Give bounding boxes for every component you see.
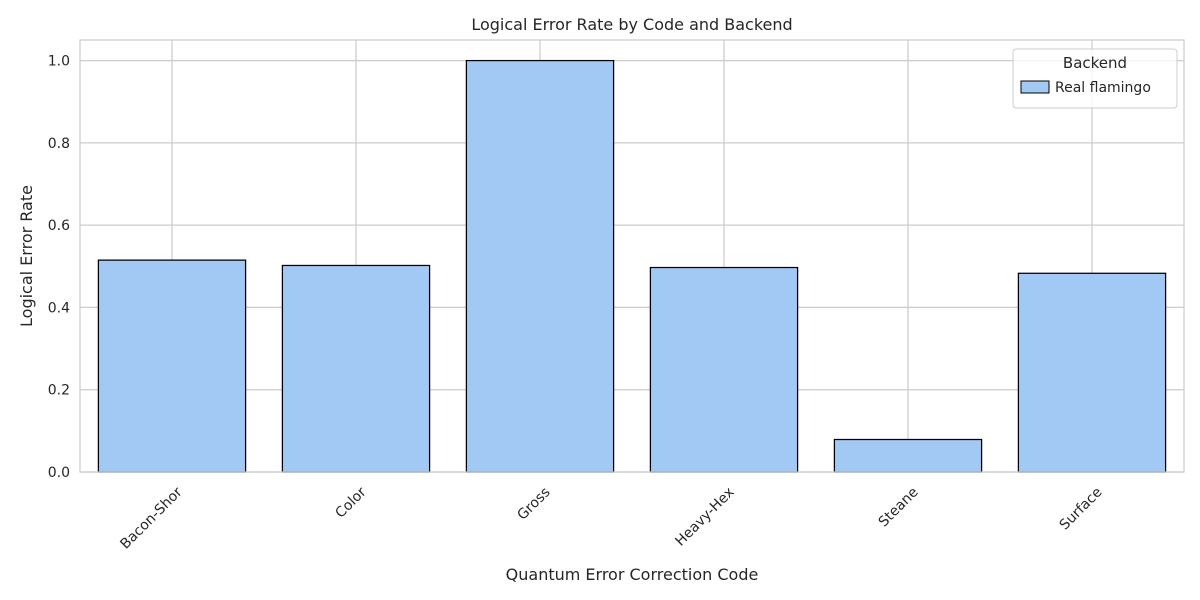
plot-frame — [79, 39, 1185, 473]
bar-surface — [1017, 272, 1167, 473]
y-tick-label: 0.8 — [48, 136, 70, 152]
y-tick-label: 0.0 — [48, 465, 70, 481]
legend-title: Backend — [1063, 54, 1127, 72]
chart-title: Logical Error Rate by Code and Backend — [471, 15, 792, 34]
bar-bacon-shor — [97, 259, 247, 473]
x-tick-label: Gross — [514, 484, 553, 523]
bar-gross — [465, 59, 615, 473]
y-tick-label: 0.4 — [48, 300, 70, 316]
y-tick-label: 1.0 — [48, 54, 70, 70]
y-axis-title: Logical Error Rate — [17, 185, 36, 327]
legend-label: Real flamingo — [1055, 80, 1151, 96]
bar-heavy-hex — [649, 266, 799, 473]
x-tick-labels: Bacon-Shor Color Gross Heavy-Hex Steane Surfa… — [117, 484, 1105, 552]
grid — [80, 40, 1184, 473]
x-tick-label: Heavy-Hex — [672, 484, 737, 549]
y-tick-label: 0.6 — [48, 218, 70, 234]
y-tick-labels: 0.0 0.2 0.4 0.6 0.8 1.0 — [48, 54, 70, 481]
x-tick-label: Color — [332, 484, 369, 521]
x-tick-label: Surface — [1057, 484, 1106, 533]
x-tick-label: Steane — [876, 484, 922, 530]
legend-swatch — [1020, 80, 1050, 94]
x-axis-title: Quantum Error Correction Code — [506, 565, 759, 584]
bar-color — [281, 264, 431, 473]
legend-box — [1012, 48, 1178, 109]
y-tick-label: 0.2 — [48, 383, 70, 399]
bars — [97, 59, 1167, 473]
legend: Backend Real flamingo — [1012, 48, 1178, 109]
bar-steane — [833, 438, 983, 473]
x-tick-label: Bacon-Shor — [117, 484, 185, 552]
